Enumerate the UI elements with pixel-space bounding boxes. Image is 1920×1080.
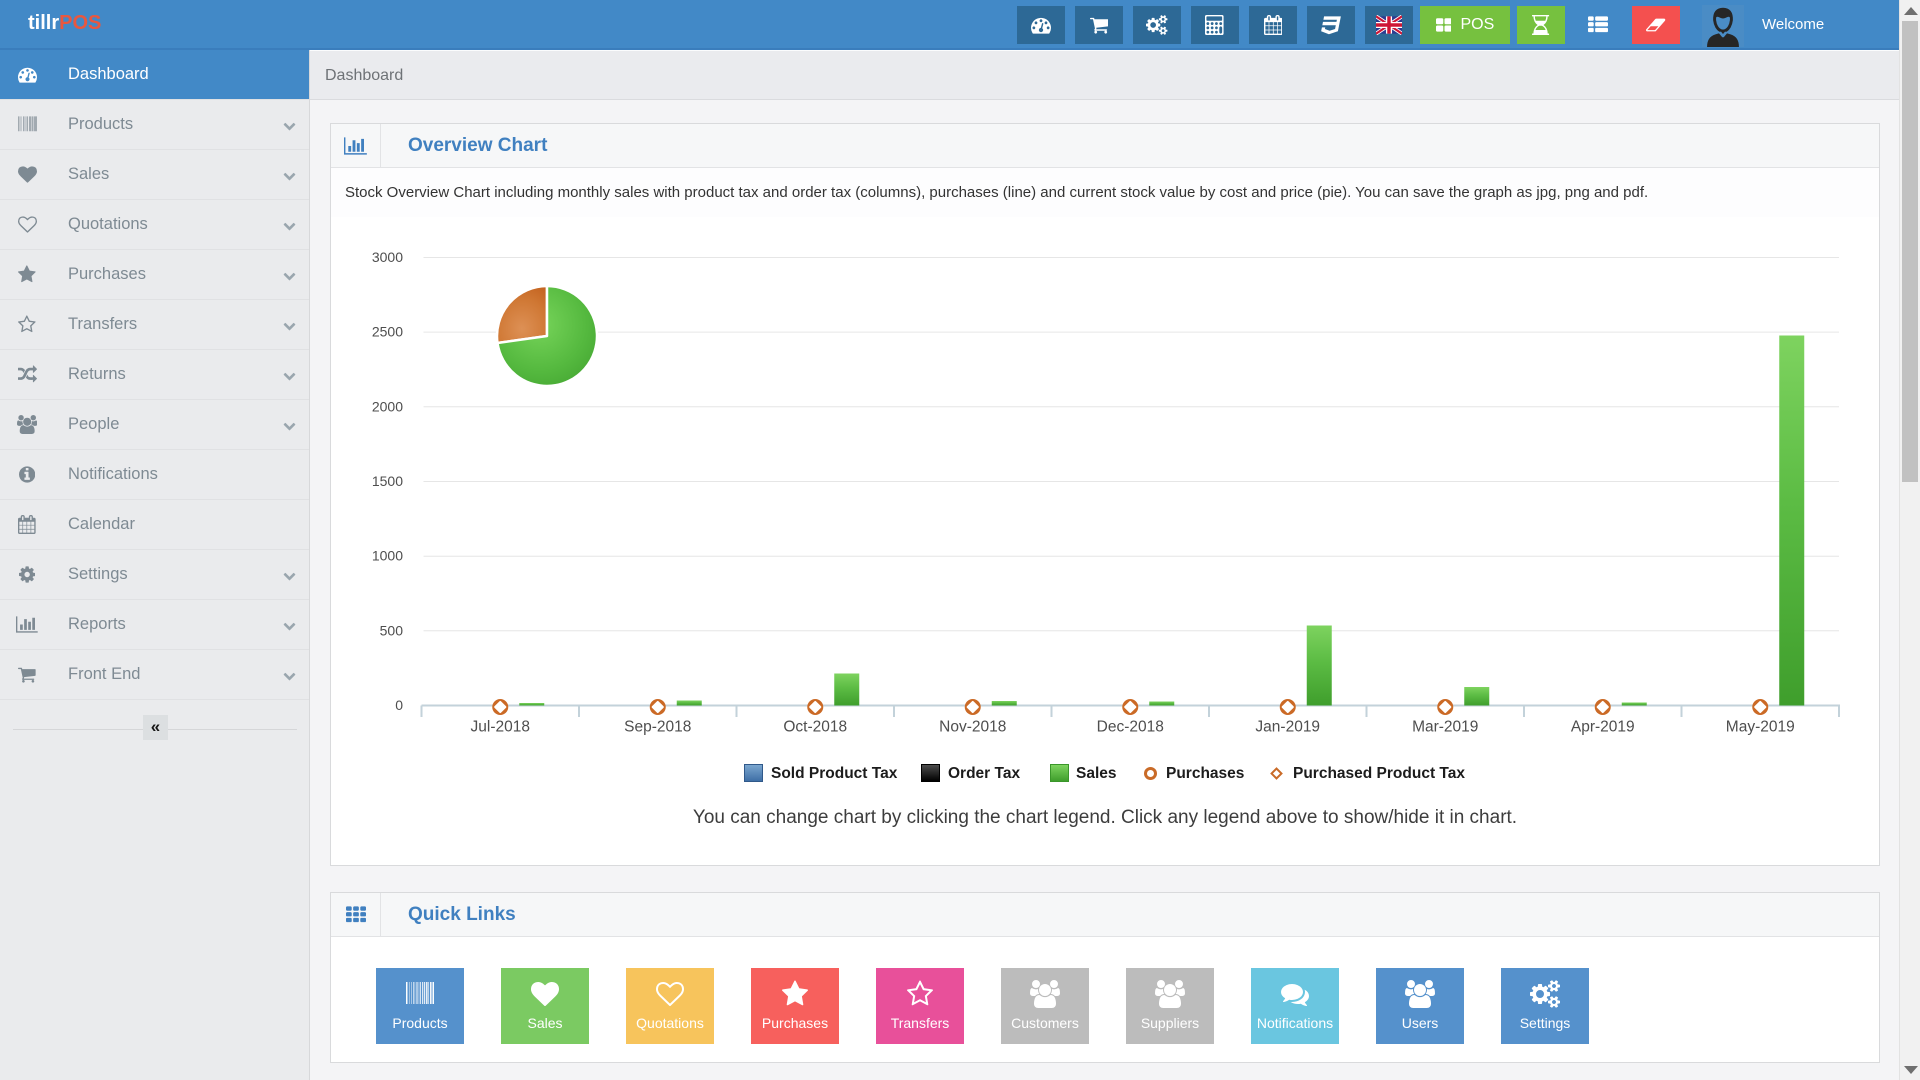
svg-text:1500: 1500 [372, 473, 403, 489]
svg-text:Nov-2018: Nov-2018 [939, 719, 1006, 736]
svg-text:Mar-2019: Mar-2019 [1412, 719, 1478, 736]
svg-text:Dec-2018: Dec-2018 [1097, 719, 1164, 736]
svg-text:1000: 1000 [372, 548, 403, 564]
svg-text:500: 500 [380, 622, 404, 638]
svg-text:2000: 2000 [372, 398, 403, 414]
svg-text:2500: 2500 [372, 324, 403, 340]
svg-text:Jul-2018: Jul-2018 [471, 719, 530, 736]
svg-text:Sep-2018: Sep-2018 [624, 719, 691, 736]
svg-text:Apr-2019: Apr-2019 [1571, 719, 1635, 736]
svg-text:Jan-2019: Jan-2019 [1255, 719, 1320, 736]
svg-text:0: 0 [395, 697, 403, 713]
svg-text:3000: 3000 [372, 249, 403, 265]
svg-text:Oct-2018: Oct-2018 [783, 719, 847, 736]
svg-text:May-2019: May-2019 [1726, 719, 1795, 736]
